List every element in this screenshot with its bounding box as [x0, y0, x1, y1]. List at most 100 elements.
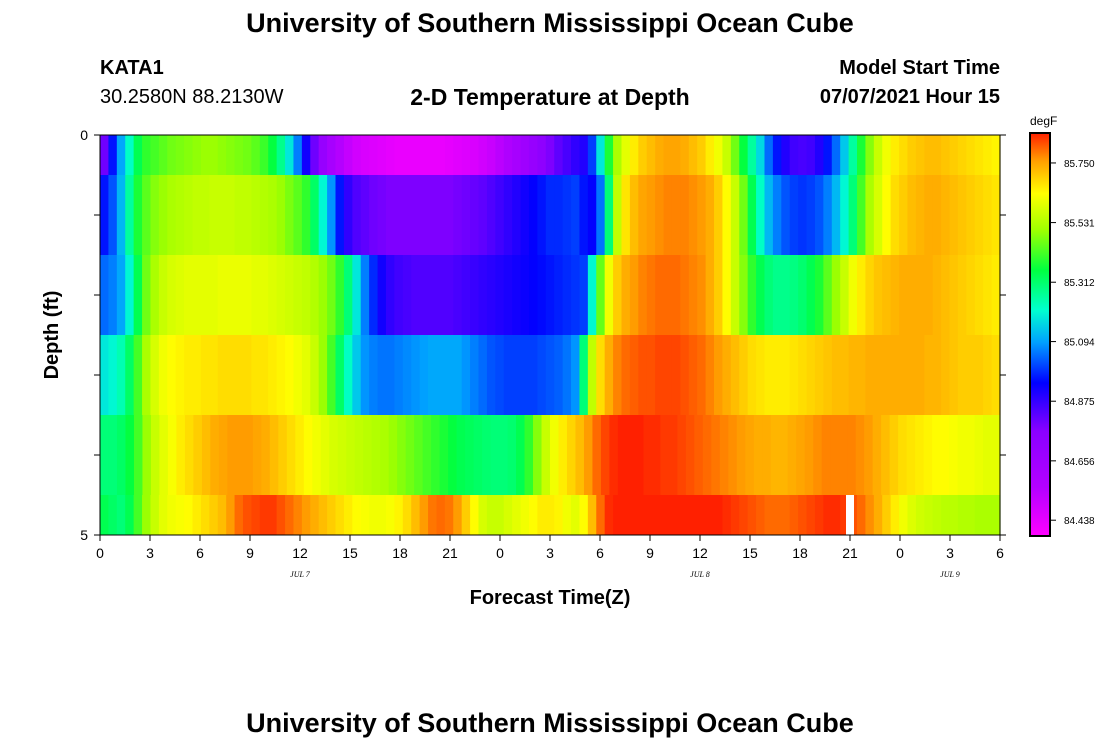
- heatmap-cell: [411, 135, 421, 175]
- heatmap-cell: [217, 135, 227, 175]
- heatmap-cell: [402, 495, 412, 535]
- heatmap-cell: [444, 495, 454, 535]
- heatmap-cell: [789, 495, 799, 535]
- heatmap-cell: [796, 415, 806, 495]
- heatmap-cell: [848, 135, 858, 175]
- heatmap-cell: [629, 495, 639, 535]
- heatmap-cell: [422, 415, 432, 495]
- heatmap-cell: [722, 335, 732, 415]
- heatmap-cell: [327, 135, 337, 175]
- heatmap-cell: [857, 335, 867, 415]
- x-tick-label: 6: [196, 545, 204, 561]
- heatmap-cell: [907, 335, 917, 415]
- heatmap-cell: [286, 415, 296, 495]
- heatmap-cell: [537, 175, 547, 255]
- heatmap-cell: [756, 495, 766, 535]
- heatmap-cell: [394, 495, 404, 535]
- heatmap-cell: [711, 415, 721, 495]
- heatmap-cell: [453, 135, 463, 175]
- colorbar-label: 84.875: [1064, 397, 1095, 408]
- heatmap-cell: [857, 135, 867, 175]
- heatmap-cell: [133, 415, 144, 495]
- heatmap-cell: [329, 415, 339, 495]
- heatmap-cell: [663, 175, 673, 255]
- heatmap-cell: [312, 415, 322, 495]
- heatmap-cell: [804, 415, 814, 495]
- heatmap-cell: [705, 135, 715, 175]
- heatmap-cell: [218, 415, 228, 495]
- x-tick-label: 12: [692, 545, 708, 561]
- heatmap-cell: [470, 255, 480, 335]
- heatmap-cell: [941, 135, 951, 175]
- heatmap-cell: [864, 415, 874, 495]
- heatmap-cell: [184, 335, 194, 415]
- heatmap-cell: [411, 335, 421, 415]
- heatmap-cell: [634, 415, 644, 495]
- heatmap-cell: [781, 335, 791, 415]
- heatmap-cell: [579, 135, 589, 175]
- heatmap-cell: [915, 135, 925, 175]
- heatmap-cell: [125, 495, 135, 535]
- heatmap-cell: [528, 495, 538, 535]
- x-day-label: JUL 9: [940, 570, 960, 579]
- heatmap-cell: [377, 335, 387, 415]
- heatmap-cell: [600, 415, 611, 495]
- heatmap-cell: [343, 495, 353, 535]
- heatmap-cell: [200, 135, 210, 175]
- x-tick-label: 3: [146, 545, 154, 561]
- y-tick-label: 5: [80, 527, 88, 543]
- x-tick-label: 18: [792, 545, 808, 561]
- heatmap-cell: [150, 415, 161, 495]
- heatmap-cell: [537, 135, 547, 175]
- heatmap-cell: [360, 255, 370, 335]
- heatmap-cell: [714, 175, 724, 255]
- heatmap-cell: [346, 415, 356, 495]
- heatmap-cell: [503, 335, 513, 415]
- heatmap-cell: [855, 415, 865, 495]
- heatmap-cell: [882, 255, 892, 335]
- heatmap-cell: [158, 175, 168, 255]
- heatmap-cell: [142, 495, 152, 535]
- heatmap-cell: [142, 335, 152, 415]
- heatmap-cell: [142, 135, 152, 175]
- heatmap-cell: [604, 495, 614, 535]
- heatmap-cell: [175, 255, 185, 335]
- heatmap-cell: [310, 495, 320, 535]
- heatmap-cell: [949, 175, 959, 255]
- heatmap-cell: [242, 255, 252, 335]
- heatmap-cell: [490, 415, 500, 495]
- heatmap-cell: [872, 415, 882, 495]
- x-tick-label: 6: [996, 545, 1004, 561]
- heatmap-cell: [377, 135, 387, 175]
- heatmap-cell: [184, 135, 194, 175]
- heatmap-cell: [764, 495, 774, 535]
- heatmap-cell: [158, 495, 168, 535]
- heatmap-cell: [966, 175, 976, 255]
- heatmap-cell: [840, 175, 850, 255]
- heatmap-cell: [227, 415, 237, 495]
- heatmap-cell: [470, 335, 480, 415]
- heatmap-cell: [753, 415, 763, 495]
- heatmap-cell: [528, 135, 538, 175]
- heatmap-cell: [411, 255, 421, 335]
- heatmap-cell: [907, 495, 917, 535]
- y-tick-label: 0: [80, 127, 88, 143]
- heatmap-cell: [814, 175, 824, 255]
- heatmap-cell: [453, 255, 463, 335]
- heatmap-cell: [495, 135, 505, 175]
- heatmap-cell: [478, 135, 488, 175]
- heatmap-cell: [587, 335, 597, 415]
- heatmap-cell: [158, 135, 168, 175]
- heatmap-cell: [907, 135, 917, 175]
- heatmap-cell: [335, 495, 345, 535]
- heatmap-cell: [285, 175, 295, 255]
- heatmap-cell: [949, 135, 959, 175]
- heatmap-cell: [184, 255, 194, 335]
- heatmap-cell: [486, 255, 496, 335]
- heatmap-cell: [974, 255, 984, 335]
- heatmap-cell: [242, 495, 252, 535]
- heatmap-cell: [318, 495, 328, 535]
- colorbar-label: 84.656: [1064, 457, 1095, 468]
- heatmap-cell: [524, 415, 534, 495]
- heatmap-cell: [831, 495, 841, 535]
